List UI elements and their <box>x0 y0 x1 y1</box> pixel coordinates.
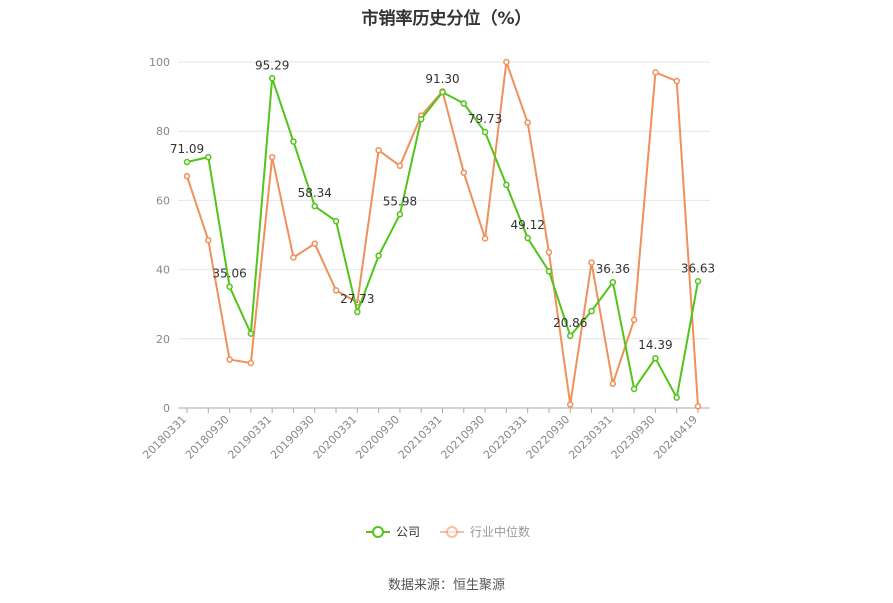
data-point <box>396 162 404 170</box>
data-point <box>268 75 276 82</box>
data-point <box>609 380 617 388</box>
data-point <box>609 278 617 286</box>
data-label: 71.09 <box>170 142 204 156</box>
data-point <box>652 69 659 76</box>
data-point <box>268 153 276 161</box>
data-point <box>630 316 638 324</box>
data-point <box>503 58 510 66</box>
data-point <box>588 307 595 315</box>
data-label: 95.29 <box>255 58 289 72</box>
data-point <box>673 77 680 85</box>
x-tick-label: 20230331 <box>566 413 615 462</box>
data-label: 27.73 <box>340 292 374 306</box>
grid-layer <box>178 61 710 340</box>
data-point <box>311 240 318 247</box>
x-tick-label: 20190930 <box>268 413 317 462</box>
data-point <box>311 202 318 210</box>
legend[interactable]: 公司 行业中位数 <box>366 524 530 539</box>
data-point <box>481 128 489 136</box>
data-point <box>694 403 702 410</box>
source-note: 数据来源：恒生聚源 <box>387 578 505 593</box>
data-point <box>630 385 638 393</box>
y-tick-label: 20 <box>156 333 170 346</box>
data-point <box>481 235 489 242</box>
legend-label: 行业中位数 <box>470 524 530 539</box>
data-label: 55.98 <box>383 194 417 208</box>
series-layer <box>183 58 702 410</box>
data-point <box>226 283 233 290</box>
x-tick-label: 20230930 <box>609 413 658 462</box>
data-point <box>567 401 574 408</box>
data-point <box>247 330 255 337</box>
data-point <box>567 332 574 340</box>
y-tick-label: 0 <box>163 402 170 415</box>
x-tick-label: 20200331 <box>311 413 360 462</box>
data-label: 79.73 <box>468 112 502 126</box>
data-label: 58.34 <box>298 186 332 200</box>
data-point <box>375 146 382 154</box>
data-point <box>290 254 297 261</box>
y-tick-label: 100 <box>149 56 170 69</box>
x-tick-label: 20180331 <box>140 413 189 462</box>
chart-title: 市销率历史分位（%） <box>361 9 532 29</box>
data-point <box>354 308 361 316</box>
legend-label: 公司 <box>396 525 420 539</box>
legend-item[interactable]: 公司 <box>366 525 420 539</box>
x-tick-label: 20240419 <box>651 413 700 462</box>
series-line <box>186 61 699 407</box>
data-point <box>545 268 553 275</box>
data-point <box>332 217 340 225</box>
data-point <box>247 359 255 367</box>
x-tick-label: 20200930 <box>353 413 402 462</box>
data-point <box>460 100 468 107</box>
x-tick-label: 20210331 <box>396 413 445 462</box>
x-tick-label: 20210930 <box>438 413 487 462</box>
y-tick-label: 80 <box>156 125 170 138</box>
data-label: 49.12 <box>510 218 544 232</box>
data-point <box>673 394 680 401</box>
data-point <box>460 169 468 176</box>
y-tick-label: 40 <box>156 264 170 277</box>
data-point <box>183 158 191 166</box>
data-point <box>332 287 340 294</box>
data-point <box>524 234 531 242</box>
x-tick-label: 20180930 <box>183 413 232 462</box>
data-point <box>226 356 233 363</box>
data-point <box>503 181 510 189</box>
data-point <box>652 354 659 362</box>
data-point <box>205 153 212 161</box>
data-point <box>375 252 382 260</box>
data-point <box>545 249 553 256</box>
data-label: 91.30 <box>425 72 459 86</box>
legend-item[interactable]: 行业中位数 <box>440 524 530 539</box>
data-point <box>524 119 531 126</box>
data-label: 20.86 <box>553 316 587 330</box>
legend-swatch-marker <box>372 526 384 538</box>
y-tick-label: 60 <box>156 194 170 207</box>
data-point <box>439 88 446 96</box>
x-tick-label: 20190331 <box>225 413 274 462</box>
data-point <box>396 211 404 218</box>
data-point <box>183 172 191 180</box>
data-label: 14.39 <box>638 338 672 352</box>
data-label-layer: 71.09 35.06 95.29 58.34 27.73 55.98 91.30 79.73… <box>170 58 715 352</box>
data-point <box>417 115 425 123</box>
legend-swatch-marker <box>446 526 458 538</box>
x-tick-label: 20220331 <box>481 413 530 462</box>
data-point <box>694 278 702 285</box>
data-point <box>588 259 595 266</box>
data-label: 35.06 <box>212 267 246 281</box>
data-point <box>290 138 297 145</box>
data-label: 36.36 <box>596 262 630 276</box>
data-point <box>205 236 212 244</box>
data-label: 36.63 <box>681 261 715 275</box>
x-tick-label: 20220930 <box>524 413 573 462</box>
